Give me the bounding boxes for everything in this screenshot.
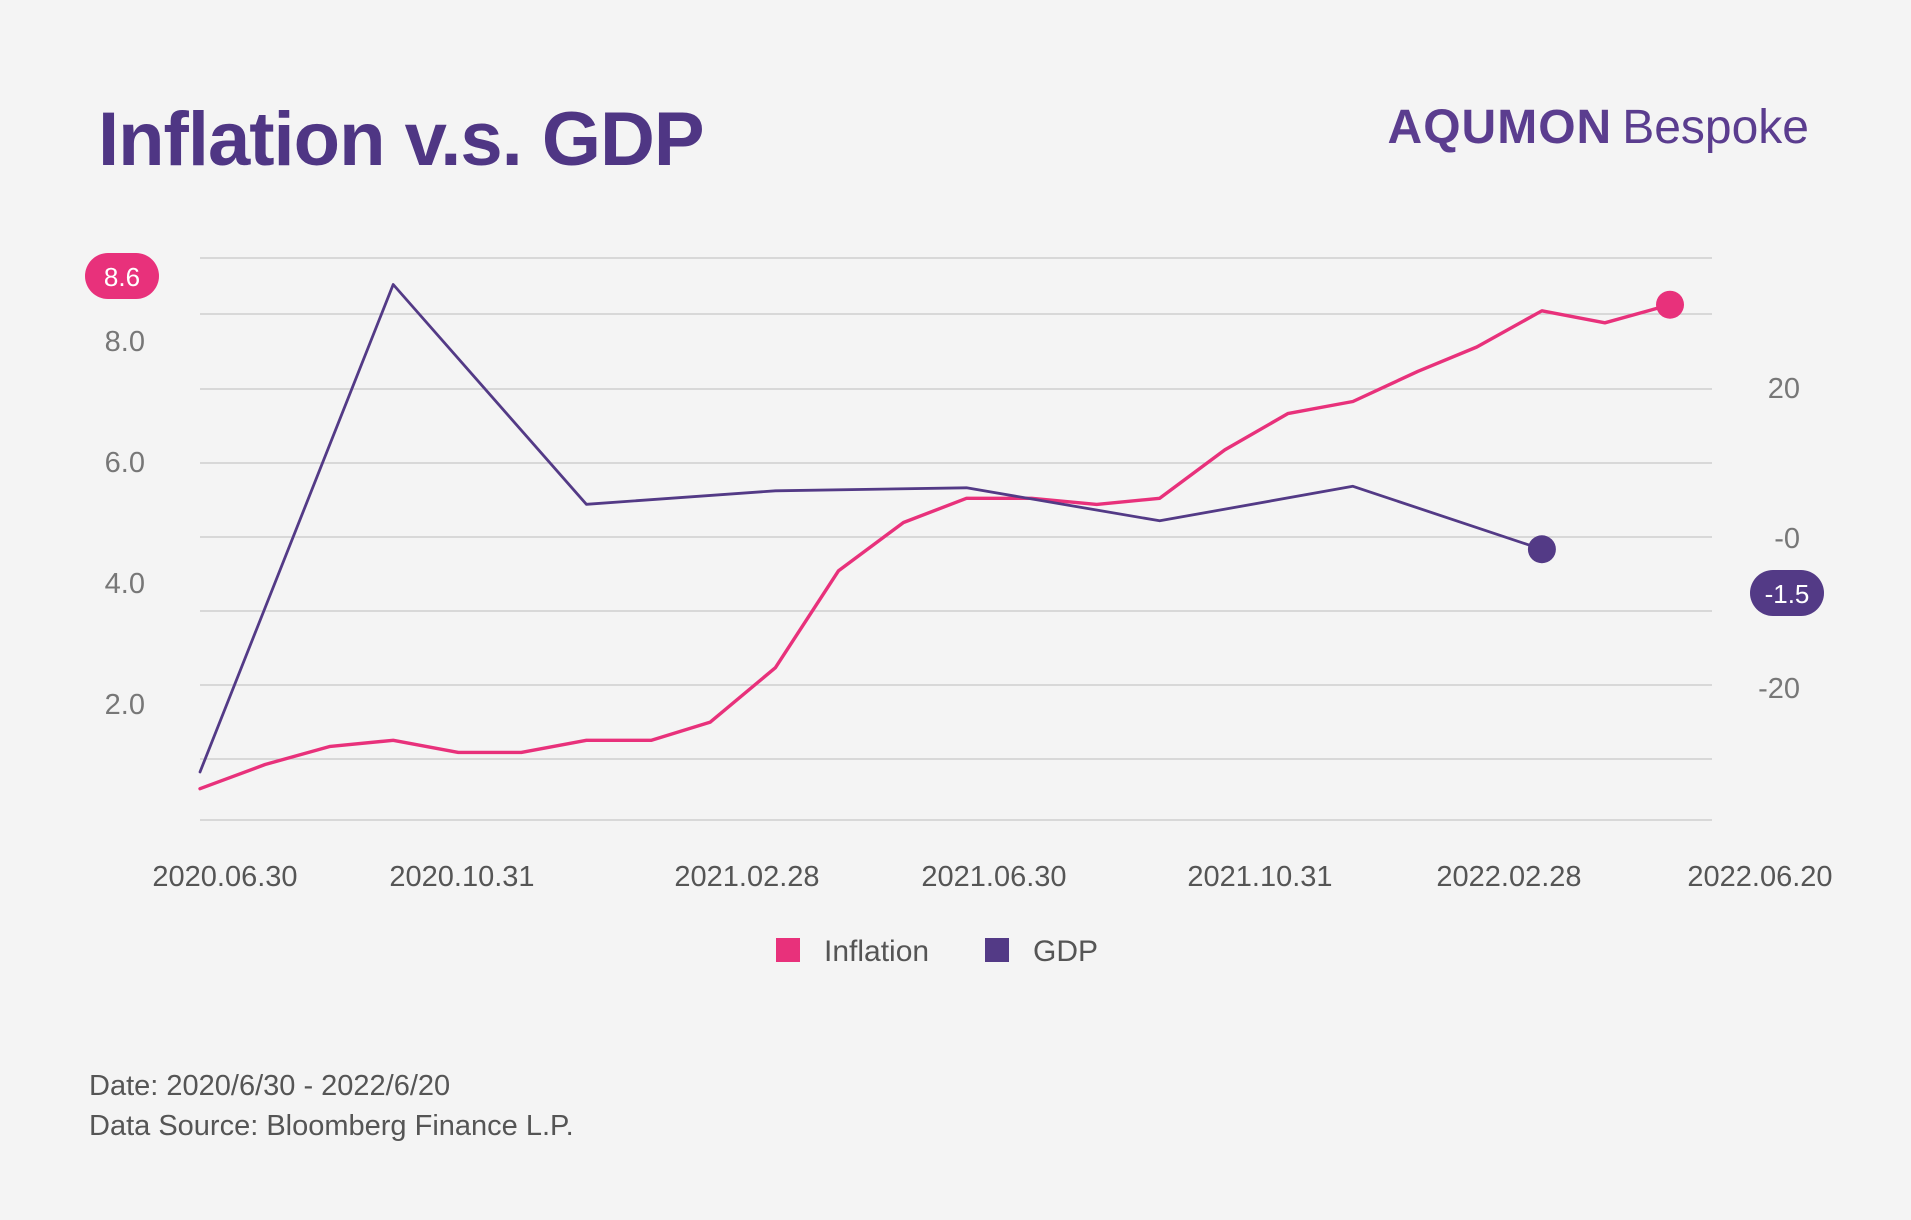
- right-tick-label: -20: [1758, 673, 1800, 705]
- date-range-note: Date: 2020/6/30 - 2022/6/20: [89, 1070, 451, 1102]
- inflation-value-badge: [85, 253, 159, 299]
- right-tick-label: 20: [1768, 373, 1800, 405]
- x-tick-label: 2021.02.28: [674, 861, 819, 893]
- right-tick-label: -0: [1774, 523, 1800, 555]
- footer: Date: 2020/6/30 - 2022/6/20 Data Source:…: [89, 1066, 574, 1146]
- legend: Inflation GDP: [776, 935, 1098, 968]
- inflation-line: [198, 303, 1672, 791]
- x-tick-label: 2021.10.31: [1187, 861, 1332, 893]
- end-markers: 8.6 -1.5: [85, 253, 1824, 616]
- legend-swatch: [776, 938, 800, 962]
- legend-label: Inflation: [824, 935, 929, 968]
- x-tick-label: 2022.06.20: [1687, 861, 1832, 893]
- x-axis-ticks: 2020.06.30 2020.10.31 2021.02.28 2021.06.30…: [152, 861, 1832, 893]
- gdp-end-marker: [1527, 535, 1556, 564]
- grid-lines: [200, 257, 1712, 821]
- left-tick-label: 2.0: [105, 689, 145, 721]
- left-tick-label: 8.0: [105, 326, 145, 358]
- data-source-note: Data Source: Bloomberg Finance L.P.: [89, 1110, 574, 1142]
- x-tick-label: 2022.02.28: [1436, 861, 1581, 893]
- chart-title: Inflation v.s. GDP: [98, 97, 705, 182]
- gdp-value-label: -1.5: [1765, 579, 1810, 609]
- gdp-line: [198, 283, 1544, 774]
- left-tick-label: 4.0: [105, 568, 145, 600]
- inflation-end-marker: [1656, 290, 1684, 319]
- x-tick-label: 2020.06.30: [152, 861, 297, 893]
- brand-main-text: AQUMON: [1387, 101, 1613, 154]
- brand-sub-text: Bespoke: [1622, 101, 1809, 154]
- legend-swatch: [985, 938, 1009, 962]
- gdp-value-badge: [1750, 570, 1824, 616]
- inflation-value-label: 8.6: [104, 262, 140, 292]
- brand-logo: AQUMON Bespoke: [1388, 100, 1809, 155]
- x-tick-label: 2021.06.30: [921, 861, 1066, 893]
- legend-label: GDP: [1033, 935, 1098, 968]
- series-lines: [198, 283, 1672, 791]
- right-axis-ticks: 20 -0 -20: [1758, 373, 1800, 705]
- left-tick-label: 6.0: [105, 447, 145, 479]
- left-axis-ticks: 2.0 4.0 6.0 8.0: [105, 326, 145, 721]
- x-tick-label: 2020.10.31: [389, 861, 534, 893]
